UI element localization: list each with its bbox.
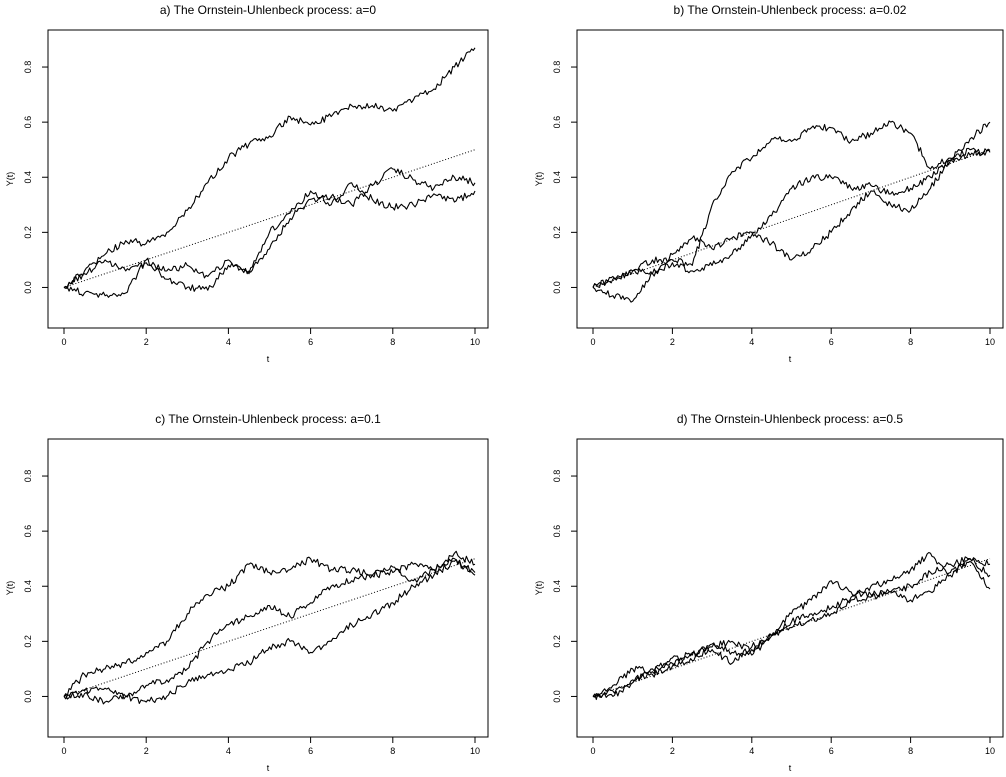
series-line-3 — [63, 559, 476, 705]
x-axis-label: t — [267, 763, 270, 773]
mean-line — [63, 149, 476, 288]
chart-panel-2: b) The Ornstein-Uhlenbeck process: a=0.0… — [534, 3, 1004, 364]
y-axis-label: Y(t) — [534, 172, 544, 187]
chart-title: a) The Ornstein-Uhlenbeck process: a=0 — [160, 3, 377, 17]
x-tick-label: 10 — [985, 337, 995, 347]
y-tick-label: 0.0 — [552, 690, 562, 703]
series-line-1 — [63, 47, 476, 289]
y-tick-label: 0.0 — [23, 690, 33, 703]
plot-frame — [47, 29, 489, 329]
x-tick-label: 2 — [144, 746, 149, 756]
series-line-2 — [592, 121, 991, 303]
x-tick-label: 8 — [908, 337, 913, 347]
y-tick-label: 0.6 — [552, 525, 562, 538]
x-tick-label: 0 — [590, 337, 595, 347]
x-tick-label: 10 — [470, 337, 480, 347]
x-tick-label: 10 — [985, 746, 995, 756]
series-line-1 — [63, 550, 476, 697]
x-axis-label: t — [267, 354, 270, 364]
x-tick-label: 6 — [829, 746, 834, 756]
series-line-2 — [63, 167, 476, 298]
y-axis-label: Y(t) — [5, 581, 15, 596]
y-tick-label: 0.2 — [23, 635, 33, 648]
y-tick-label: 0.6 — [23, 525, 33, 538]
y-axis-label: Y(t) — [5, 172, 15, 187]
y-tick-label: 0.8 — [552, 470, 562, 483]
y-tick-label: 0.4 — [552, 580, 562, 593]
y-tick-label: 0.0 — [23, 281, 33, 294]
x-tick-label: 8 — [908, 746, 913, 756]
x-tick-label: 4 — [226, 746, 231, 756]
plot-frame — [576, 29, 1004, 329]
series-line-1 — [592, 120, 991, 288]
chart-panel-3: c) The Ornstein-Uhlenbeck process: a=0.1… — [5, 412, 489, 773]
y-axis-label: Y(t) — [534, 581, 544, 596]
plot-frame — [576, 438, 1004, 738]
x-tick-label: 6 — [829, 337, 834, 347]
y-tick-label: 0.6 — [23, 116, 33, 129]
chart-title: d) The Ornstein-Uhlenbeck process: a=0.5 — [677, 412, 904, 426]
y-tick-label: 0.0 — [552, 281, 562, 294]
series-line-3 — [63, 182, 476, 289]
x-tick-label: 6 — [308, 337, 313, 347]
x-tick-label: 4 — [226, 337, 231, 347]
chart-panel-1: a) The Ornstein-Uhlenbeck process: a=0 0 2… — [5, 3, 489, 364]
x-axis-label: t — [789, 763, 792, 773]
x-tick-label: 0 — [61, 337, 66, 347]
x-tick-label: 4 — [749, 337, 754, 347]
y-tick-label: 0.8 — [23, 470, 33, 483]
y-tick-label: 0.2 — [23, 226, 33, 239]
series-line-2 — [592, 551, 991, 701]
series-line-3 — [592, 148, 991, 288]
x-tick-label: 4 — [749, 746, 754, 756]
y-tick-label: 0.4 — [552, 171, 562, 184]
x-tick-label: 0 — [61, 746, 66, 756]
chart-title: c) The Ornstein-Uhlenbeck process: a=0.1 — [155, 412, 381, 426]
x-tick-label: 8 — [390, 337, 395, 347]
mean-line — [63, 558, 476, 697]
mean-line — [592, 149, 991, 288]
y-tick-label: 0.6 — [552, 116, 562, 129]
y-tick-label: 0.8 — [23, 61, 33, 74]
series-line-2 — [63, 557, 476, 705]
x-tick-label: 6 — [308, 746, 313, 756]
chart-panel-4: d) The Ornstein-Uhlenbeck process: a=0.5… — [534, 412, 1004, 773]
x-tick-label: 10 — [470, 746, 480, 756]
x-tick-label: 2 — [670, 337, 675, 347]
y-tick-label: 0.2 — [552, 635, 562, 648]
x-tick-label: 8 — [390, 746, 395, 756]
y-tick-label: 0.8 — [552, 61, 562, 74]
y-tick-label: 0.4 — [23, 171, 33, 184]
x-tick-label: 2 — [670, 746, 675, 756]
chart-title: b) The Ornstein-Uhlenbeck process: a=0.0… — [674, 3, 907, 17]
y-tick-label: 0.4 — [23, 580, 33, 593]
x-axis-label: t — [789, 354, 792, 364]
x-tick-label: 0 — [590, 746, 595, 756]
x-tick-label: 2 — [144, 337, 149, 347]
series-line-3 — [592, 560, 991, 698]
plot-frame — [47, 438, 489, 738]
y-tick-label: 0.2 — [552, 226, 562, 239]
